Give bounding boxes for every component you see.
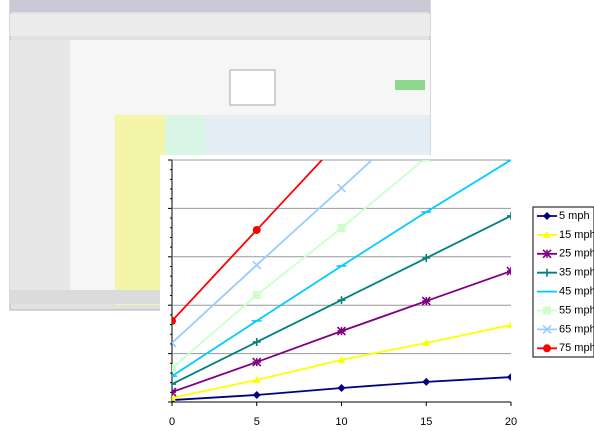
marker	[507, 86, 515, 94]
x-tick-label: 20	[505, 416, 517, 428]
marker	[252, 225, 261, 234]
marker	[543, 268, 551, 277]
legend-label: 55 mph	[559, 304, 594, 316]
marker	[172, 393, 176, 401]
legend-label: 5 mph	[559, 210, 590, 222]
marker	[336, 326, 347, 336]
marker	[252, 357, 262, 367]
marker	[336, 183, 347, 193]
legend-label: 25 mph	[559, 248, 594, 260]
x-tick-label: 10	[335, 416, 347, 428]
marker	[507, 211, 511, 220]
marker	[252, 375, 261, 383]
marker	[542, 249, 552, 259]
marker	[507, 373, 511, 382]
marker	[337, 296, 346, 305]
legend-label: 45 mph	[559, 286, 594, 298]
x-tick-label: 15	[420, 416, 432, 428]
marker	[252, 260, 262, 270]
marker	[172, 338, 177, 348]
marker	[337, 355, 346, 363]
marker	[507, 28, 515, 36]
marker	[252, 337, 261, 346]
marker	[507, 321, 511, 329]
legend-box	[532, 206, 594, 358]
marker	[543, 306, 551, 315]
marker	[172, 364, 176, 373]
x-tick-label: 5	[254, 416, 260, 428]
marker	[172, 316, 176, 325]
marker	[421, 296, 431, 306]
marker	[172, 380, 176, 389]
marker	[252, 390, 261, 399]
legend-label: 15 mph	[559, 229, 594, 241]
legend-label: 75 mph	[559, 342, 594, 354]
legend-label: 35 mph	[559, 267, 594, 279]
marker	[543, 344, 551, 353]
marker	[422, 160, 431, 162]
series-line	[172, 160, 324, 322]
x-tick-label: 0	[169, 416, 175, 428]
marker	[252, 291, 261, 300]
marker	[337, 383, 346, 392]
plot-area	[172, 28, 515, 402]
legend-label: 65 mph	[559, 323, 594, 335]
marker	[422, 254, 431, 263]
marker	[422, 377, 431, 386]
marker	[542, 324, 552, 334]
marker	[422, 338, 431, 346]
marker	[337, 224, 346, 233]
marker	[543, 212, 551, 220]
marker	[543, 230, 551, 238]
